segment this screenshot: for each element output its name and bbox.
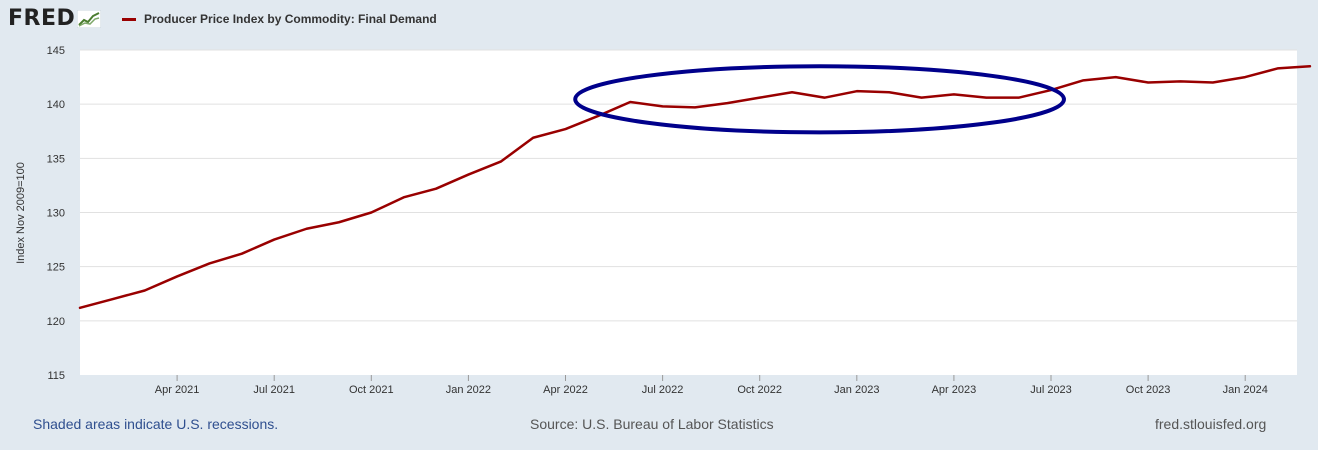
series-group: [78, 65, 1312, 310]
data-point: [532, 137, 534, 139]
data-point: [726, 102, 728, 104]
data-point: [402, 196, 404, 198]
y-tick-label: 145: [47, 45, 65, 57]
fred-logo[interactable]: FRED: [8, 6, 102, 31]
y-tick-label: 125: [47, 262, 65, 274]
data-point: [856, 90, 858, 92]
annotation-group: [573, 64, 1066, 135]
legend-label: Producer Price Index by Commodity: Final…: [144, 12, 437, 26]
y-axis-label: Index Nov 2009=100: [15, 162, 27, 264]
data-point: [823, 96, 825, 98]
data-point: [1082, 79, 1084, 81]
data-point: [500, 160, 502, 162]
y-axis: 115 120 125 130 135 140 145: [47, 45, 65, 382]
line-chart: 115 120 125 130 135 140 145 Apr 2021 Jul 2021 Oc…: [15, 45, 1312, 396]
x-tick-label: Jan 2023: [834, 384, 879, 396]
site-link[interactable]: fred.stlouisfed.org: [1155, 416, 1267, 432]
data-point: [111, 298, 113, 300]
data-point: [759, 96, 761, 98]
x-tick-label: Apr 2021: [155, 384, 200, 396]
data-point: [1212, 81, 1214, 83]
data-point: [694, 106, 696, 108]
data-point: [305, 228, 307, 230]
legend-swatch: [122, 17, 136, 21]
data-point: [241, 252, 243, 254]
data-point: [1017, 96, 1019, 98]
data-point: [1244, 76, 1246, 78]
data-point: [1309, 65, 1311, 67]
data-point: [176, 275, 178, 277]
data-point: [79, 307, 81, 309]
data-point: [1115, 76, 1117, 78]
x-tick-label: Apr 2022: [543, 384, 588, 396]
data-point: [1147, 81, 1149, 83]
x-tick-label: Oct 2023: [1126, 384, 1171, 396]
data-point: [1276, 67, 1278, 69]
y-tick-label: 140: [47, 99, 65, 111]
x-tick-label: Jul 2023: [1030, 384, 1072, 396]
x-tick-label: Jan 2022: [446, 384, 491, 396]
data-point: [338, 221, 340, 223]
data-point: [273, 238, 275, 240]
x-tick-label: Oct 2021: [349, 384, 394, 396]
data-point: [985, 96, 987, 98]
x-tick-label: Oct 2022: [737, 384, 782, 396]
data-point: [1179, 80, 1181, 82]
data-point: [888, 91, 890, 93]
x-tick-label: Jul 2022: [642, 384, 684, 396]
x-tick-label: Jan 2024: [1223, 384, 1268, 396]
data-point: [791, 91, 793, 93]
y-tick-label: 120: [47, 316, 65, 328]
x-tick-label: Jul 2021: [253, 384, 295, 396]
data-point: [467, 173, 469, 175]
chart-header: FRED Producer Price Index by Commodity: …: [0, 0, 1318, 40]
y-tick-label: 135: [47, 153, 65, 165]
data-point: [564, 128, 566, 130]
data-point: [629, 101, 631, 103]
x-tick-label: Apr 2023: [932, 384, 977, 396]
fred-logo-text: FRED: [8, 6, 76, 31]
y-tick-label: 130: [47, 208, 65, 220]
data-point: [661, 105, 663, 107]
highlight-ellipse: [573, 64, 1066, 135]
data-point: [208, 262, 210, 264]
data-point: [920, 96, 922, 98]
line-graph-icon: [77, 9, 102, 28]
chart-legend: Producer Price Index by Commodity: Final…: [122, 12, 437, 26]
y-tick-label: 115: [47, 370, 65, 382]
data-point: [435, 187, 437, 189]
data-point: [953, 93, 955, 95]
series-line-ppi: [78, 65, 1312, 310]
recession-note[interactable]: Shaded areas indicate U.S. recessions.: [33, 416, 279, 432]
data-point: [144, 289, 146, 291]
gridlines: [80, 49, 1297, 322]
x-axis: Apr 2021 Jul 2021 Oct 2021 Jan 2022 Apr 2022…: [155, 375, 1268, 396]
source-note: Source: U.S. Bureau of Labor Statistics: [530, 416, 774, 432]
data-point: [370, 211, 372, 213]
